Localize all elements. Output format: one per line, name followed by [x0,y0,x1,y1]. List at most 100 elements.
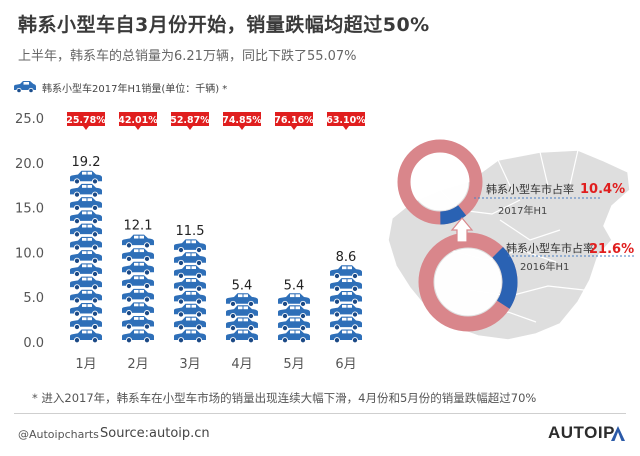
y-tick-label: 0.0 [23,336,44,351]
donut-ring [397,139,483,225]
up-arrow-icon [450,217,474,243]
y-tick-label: 15.0 [15,202,44,217]
donut-2016 [418,232,518,332]
share-label-2017: 韩系小型车市占率 [486,182,574,196]
share-period-2017: 2017年H1 [498,204,547,217]
decline-banner [67,112,105,130]
car-icon [121,329,155,344]
x-tick-label: 2月 [127,357,148,372]
car-icon [173,238,207,254]
brand-logo-text: AUTOIP [548,423,615,442]
car-icon [121,234,155,249]
car-icon [277,292,311,307]
car-icon [69,289,103,304]
bar-4 [225,292,259,344]
y-tick-label: 10.0 [15,246,44,261]
page-subtitle: 上半年，韩系车的总销量为6.21万辆，同比下跌了55.07% [18,49,357,64]
car-icon [14,81,36,93]
x-tick-label: 3月 [179,357,200,372]
share-arc [492,247,518,309]
car-icon [277,316,311,332]
share-arc [439,205,467,225]
car-icon [121,261,155,276]
decline-label: 52.87% [170,115,210,126]
car-icon [173,316,207,331]
decline-banner [171,112,209,130]
decline-label: 74.85% [222,115,262,126]
car-icon [277,329,311,344]
donut-hole [434,248,502,316]
footer-divider [14,413,626,414]
share-value-2017: 10.4% [580,182,625,197]
decline-banner [327,112,365,130]
data-label: 5.4 [232,279,253,294]
x-tick-label: 6月 [335,357,356,372]
y-tick-label: 20.0 [15,157,44,172]
car-icon [69,209,103,225]
decline-label: 63.10% [326,115,366,126]
data-label: 12.1 [124,219,153,234]
car-icon [225,316,259,332]
car-icon [121,288,155,303]
car-icon [69,249,103,264]
decline-label: 25.78% [66,115,106,126]
twitter-handle: @Autoipcharts [18,428,99,441]
sales-chart: 0.0 5.0 10.0 15.0 20.0 25.0 25.78% 42.01% 52.87… [15,112,636,372]
data-label: 8.6 [336,250,357,265]
car-icon [173,251,207,266]
bar-5 [277,292,311,344]
car-icon [121,315,155,330]
donut-hole [411,153,469,211]
x-tick-label: 1月 [75,357,96,372]
car-icon [69,329,103,344]
car-icon [225,329,259,344]
car-icon [173,264,207,279]
share-label-2016: 韩系小型车市占率 [506,241,594,255]
car-icon [121,301,155,317]
car-icon [69,276,103,291]
car-icon [329,303,363,318]
footnote: * 进入2017年，韩系车在小型车市场的销量出现连续大幅下滑，4月份和5月份的销… [32,391,537,405]
car-icon [173,303,207,318]
car-icon [329,316,363,331]
car-icon [69,170,103,185]
car-icon [225,292,259,307]
share-period-2016: 2016年H1 [520,260,569,273]
page-title: 韩系小型车自3月份开始，销量跌幅均超过50% [18,14,430,36]
car-icon [173,277,207,292]
car-icon [69,196,103,211]
share-value-2016: 21.6% [589,242,634,257]
y-tick-label: 5.0 [23,291,44,306]
car-icon [121,247,155,262]
decline-banner [275,112,313,130]
source-text: Source:autoip.cn [100,426,210,441]
donut-2017 [397,139,483,225]
car-icon [329,329,363,344]
car-icon [225,304,259,320]
x-tick-label: 5月 [283,357,304,372]
car-icon [329,290,363,305]
car-icon [173,290,207,305]
car-icon [329,277,363,292]
car-icon [329,264,363,280]
bar-1 [69,170,103,344]
x-tick-label: 4月 [231,357,252,372]
car-icon [173,329,207,344]
car-icon [69,315,103,331]
decline-banner [223,112,261,130]
y-tick-label: 25.0 [15,112,44,127]
car-icon [277,304,311,320]
legend-note: 韩系小型车2017年H1销量(单位：千辆) * [42,84,228,95]
bar-2 [121,234,155,344]
data-label: 5.4 [284,279,305,294]
bar-6 [329,264,363,344]
car-icon [69,183,103,198]
car-icon [69,223,103,238]
car-icon [69,262,103,278]
car-icon [69,236,103,251]
decline-label: 76.16% [274,115,314,126]
car-icon [121,274,155,290]
data-label: 19.2 [72,155,101,170]
brand-logo-icon [611,426,625,441]
data-label: 11.5 [176,224,205,239]
